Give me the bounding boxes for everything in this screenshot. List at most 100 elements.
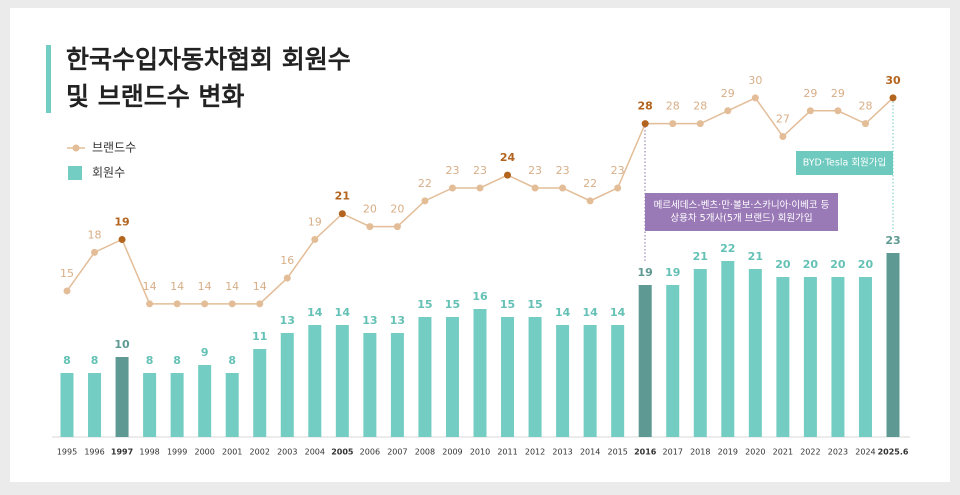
line-point [448,184,456,192]
x-tick-label: 2025.6 [878,448,909,457]
x-tick-label: 2013 [552,448,572,457]
legend-label: 회원수 [92,166,125,180]
x-tick-label: 2000 [194,448,214,457]
annotation-box [796,151,893,175]
bar [88,373,102,437]
x-tick-label: 2006 [360,448,380,457]
bar [501,317,515,437]
x-tick-label: 2023 [828,448,848,457]
line-point [751,94,759,102]
bar [528,317,542,437]
line-point [283,274,291,282]
annotation-text: 메르세데스-벤츠·만·볼보·스카니아·이베코 등 [654,200,830,211]
bar [198,365,212,437]
bar-value-label: 14 [307,306,323,319]
x-tick-label: 2003 [277,448,297,457]
line-point [421,197,429,205]
bar-value-label: 8 [91,354,99,367]
bar [473,309,487,437]
x-tick-label: 2004 [305,448,325,457]
x-tick-label: 1999 [167,448,187,457]
bar [583,325,597,437]
line-value-label: 22 [418,177,432,190]
line-point [531,184,539,192]
line-value-label: 15 [60,267,74,280]
line-point [338,210,346,218]
line-value-label: 20 [390,203,404,216]
x-tick-label: 1998 [139,448,159,457]
bar-value-label: 19 [638,266,653,279]
line-value-label: 23 [556,164,570,177]
line-value-label: 23 [611,164,625,177]
x-tick-label: 1996 [84,448,104,457]
bar [831,277,845,437]
line-point [393,223,401,231]
bar [638,285,652,437]
line-point [889,94,897,102]
legend-swatch [68,166,82,180]
x-tick-label: 2015 [607,448,627,457]
bar-value-label: 22 [720,242,735,255]
line-value-label: 21 [335,190,350,203]
x-tick-label: 2012 [525,448,545,457]
line-point [861,120,869,128]
bar-value-label: 8 [228,354,236,367]
bar [363,333,377,437]
line-point [696,120,704,128]
bar [776,277,790,437]
bar [721,261,735,437]
line-value-label: 28 [638,100,653,113]
x-tick-label: 2008 [415,448,435,457]
line-value-label: 24 [500,151,516,164]
line-point [806,107,814,115]
x-tick-label: 2021 [773,448,793,457]
chart-title: 한국수입자동차협회 회원수 [66,45,351,74]
bar-value-label: 15 [527,298,542,311]
bar-value-label: 20 [803,258,819,271]
bar [143,373,157,437]
bar-value-label: 15 [445,298,460,311]
legend-label: 브랜드수 [92,141,136,155]
line-value-label: 28 [666,100,680,113]
chart-title: 및 브랜드수 변화 [66,82,244,111]
line-value-label: 22 [583,177,597,190]
bar [611,325,625,437]
x-tick-label: 1995 [57,448,77,457]
line-value-label: 14 [143,280,157,293]
x-tick-label: 2011 [497,448,517,457]
bar [803,277,817,437]
line-value-label: 19 [114,215,129,228]
x-tick-label: 2007 [387,448,407,457]
line-value-label: 14 [253,280,267,293]
line-point [228,300,236,308]
line-value-label: 27 [776,113,790,126]
bar [748,269,762,437]
line-point [779,133,787,141]
line-value-label: 30 [885,74,901,87]
line-value-label: 29 [721,87,735,100]
bar-value-label: 19 [665,266,680,279]
bar [225,373,239,437]
bar-value-label: 13 [390,314,405,327]
bar-value-label: 21 [693,250,708,263]
bar [335,325,349,437]
bar-value-label: 14 [582,306,598,319]
bar [445,317,459,437]
line-value-label: 14 [198,280,212,293]
bar-value-label: 23 [885,234,900,247]
x-tick-label: 2002 [250,448,270,457]
bar-value-label: 20 [775,258,791,271]
bar-value-label: 15 [500,298,515,311]
line-value-label: 28 [693,100,707,113]
x-tick-label: 2001 [222,448,242,457]
line-point [586,197,594,205]
line-point [614,184,622,192]
line-point [173,300,181,308]
x-tick-label: 2014 [580,448,600,457]
x-tick-label: 2009 [442,448,462,457]
bar-value-label: 14 [610,306,626,319]
bar-value-label: 9 [201,346,209,359]
bar [556,325,570,437]
x-tick-label: 2005 [331,448,354,457]
line-point [834,107,842,115]
